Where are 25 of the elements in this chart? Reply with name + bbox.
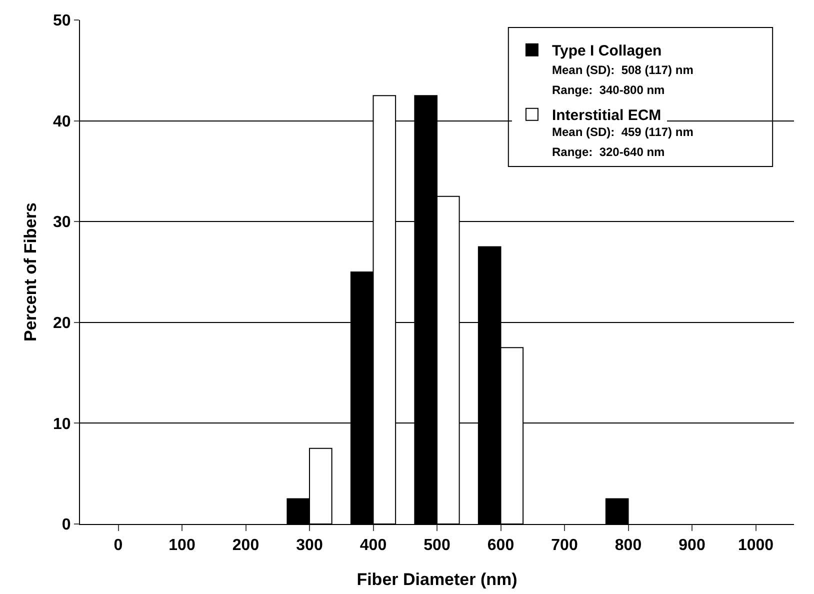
x-tick-label: 0 (114, 537, 123, 554)
y-tick-label: 20 (53, 315, 71, 332)
legend-label: Interstitial ECM (552, 107, 662, 124)
y-tick-label: 30 (53, 214, 71, 232)
x-tick-label: 600 (487, 537, 514, 554)
y-tick-label: 0 (62, 516, 71, 534)
x-tick-label: 900 (678, 537, 706, 554)
x-tick-label: 700 (551, 537, 578, 554)
x-axis-title: Fiber Diameter (nm) (356, 570, 518, 589)
annotation: Range: 320-640 nm (552, 145, 665, 159)
x-tick-label: 800 (614, 537, 642, 554)
x-tick-label: 400 (360, 537, 387, 554)
y-axis-title: Percent of Fibers (21, 202, 40, 342)
y-tick-label: 40 (53, 113, 71, 130)
x-tick-label: 300 (296, 537, 323, 554)
annotation: Mean (SD): 459 (117) nm (552, 125, 694, 139)
annotation: Mean (SD): 508 (117) nm (552, 63, 694, 77)
x-tick-label: 1000 (738, 537, 774, 554)
x-tick-label: 500 (424, 537, 450, 554)
annotation: Range: 340-800 nm (552, 83, 665, 97)
x-tick-label: 200 (232, 537, 260, 554)
legend-label: Type I Collagen (552, 42, 662, 60)
y-tick-label: 10 (53, 416, 71, 433)
x-tick-label: 100 (168, 537, 196, 554)
y-tick-label: 50 (53, 12, 71, 30)
